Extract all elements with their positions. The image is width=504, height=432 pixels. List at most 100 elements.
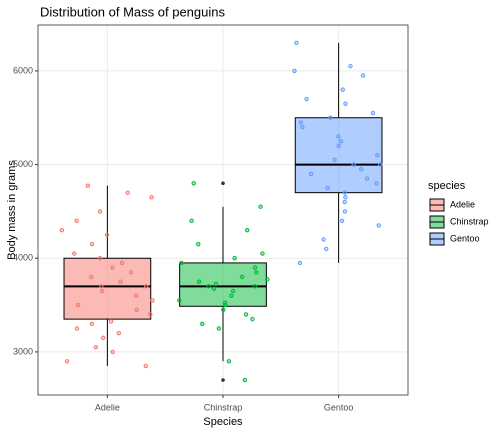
jitter-point — [324, 246, 329, 252]
jitter-point — [75, 302, 81, 308]
y-tick-label: 4000 — [13, 253, 33, 263]
jitter-point — [376, 223, 381, 228]
jitter-point — [298, 120, 303, 125]
y-tick-label: 5000 — [13, 159, 33, 169]
jitter-point — [89, 274, 94, 280]
jitter-point — [375, 153, 380, 158]
jitter-point — [325, 185, 330, 191]
jitter-point — [260, 251, 265, 256]
y-tick-label: 6000 — [13, 65, 33, 75]
jitter-point — [64, 359, 70, 364]
box — [294, 117, 383, 194]
jitter-point — [110, 349, 115, 355]
jitter-point — [221, 307, 226, 312]
jitter-point — [338, 138, 344, 144]
jitter-point — [72, 251, 77, 256]
x-axis-title: Species — [203, 416, 243, 428]
jitter-point — [216, 326, 222, 331]
legend-label: Adelie — [450, 199, 475, 209]
jitter-point — [74, 218, 79, 223]
jitter-point — [99, 284, 104, 289]
jitter-point — [370, 110, 376, 116]
jitter-point — [294, 40, 299, 45]
jitter-point — [206, 284, 211, 289]
jitter-point — [150, 298, 155, 303]
jitter-point — [250, 316, 255, 322]
jitter-point — [265, 277, 270, 282]
jitter-point — [97, 256, 103, 261]
jitter-point — [229, 293, 234, 298]
jitter-point — [213, 281, 219, 287]
x-tick-label: Gentoo — [324, 402, 354, 412]
jitter-point — [99, 288, 105, 294]
jitter-point — [104, 232, 110, 238]
jitter-point — [191, 181, 196, 186]
jitter-point — [358, 167, 364, 172]
jitter-point — [343, 195, 348, 200]
jitter-point — [258, 204, 263, 209]
outlier — [221, 181, 225, 186]
jitter-point — [128, 270, 134, 275]
jitter-point — [118, 279, 123, 284]
jitter-point — [378, 162, 383, 167]
jitter-point — [342, 209, 348, 214]
jitter-point — [200, 321, 205, 327]
box — [63, 257, 152, 320]
jitter-point — [133, 293, 139, 298]
jitter-point — [292, 68, 297, 74]
jitter-point — [211, 286, 217, 291]
x-tick-label: Adelie — [95, 402, 120, 412]
jitter-point — [328, 115, 333, 120]
jitter-point — [342, 190, 348, 195]
jitter-point — [308, 171, 314, 177]
jitter-point — [89, 321, 95, 327]
jitter-point — [348, 64, 353, 69]
jitter-point — [179, 260, 184, 266]
jitter-point — [351, 162, 356, 167]
jitter-point — [332, 157, 337, 163]
jitter-point — [245, 227, 250, 233]
panel-border — [37, 24, 409, 396]
jitter-point — [148, 312, 153, 317]
jitter-point — [321, 237, 326, 242]
jitter-point — [340, 87, 345, 92]
jitter-point — [339, 218, 345, 223]
jitter-point — [59, 227, 65, 233]
jitter-point — [343, 101, 348, 106]
jitter-point — [304, 96, 309, 102]
jitter-point — [254, 270, 259, 275]
y-tick-label: 3000 — [13, 346, 33, 356]
jitter-point — [232, 256, 237, 261]
jitter-point — [239, 274, 245, 280]
jitter-point — [252, 265, 258, 270]
chart-title: Distribution of Mass of penguins — [40, 4, 225, 19]
jitter-point — [143, 363, 148, 369]
jitter-point — [149, 195, 154, 200]
jitter-point — [97, 209, 103, 214]
jitter-point — [374, 181, 379, 186]
jitter-point — [364, 176, 370, 181]
jitter-point — [360, 73, 366, 78]
jitter-point — [297, 260, 303, 266]
y-axis-title: Body mass in grams — [6, 160, 18, 260]
jitter-point — [252, 284, 257, 289]
jitter-point — [196, 241, 201, 247]
jitter-point — [226, 359, 232, 364]
box — [179, 262, 267, 307]
jitter-point — [342, 199, 347, 205]
x-tick-label: Chinstrap — [204, 402, 243, 412]
jitter-point — [230, 288, 236, 294]
jitter-point — [196, 279, 202, 284]
jitter-point — [336, 143, 341, 149]
jitter-point — [300, 124, 305, 130]
jitter-point — [110, 265, 115, 270]
jitter-point — [108, 319, 114, 324]
jitter-point — [243, 312, 249, 317]
legend-label: Gentoo — [450, 233, 480, 243]
jitter-point — [116, 330, 122, 336]
jitter-point — [336, 134, 341, 139]
jitter-point — [144, 284, 149, 289]
jitter-point — [177, 298, 182, 303]
